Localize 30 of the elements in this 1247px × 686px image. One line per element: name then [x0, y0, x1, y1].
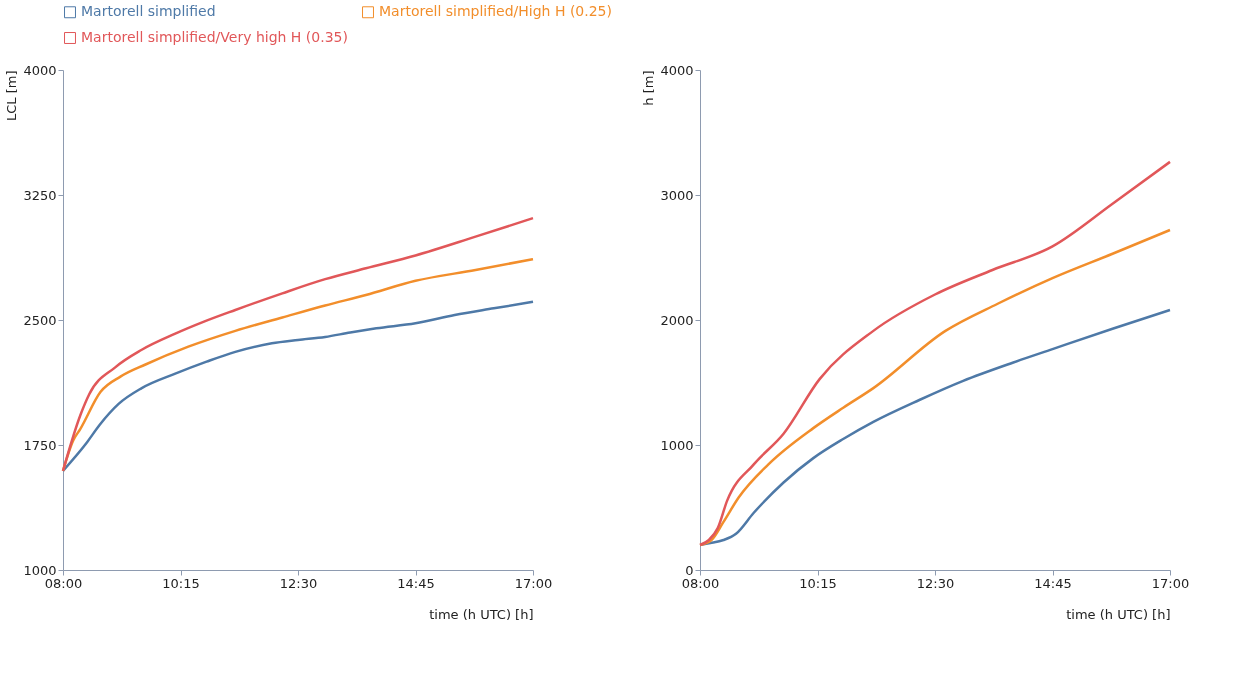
x-tick-label: 14:45	[1034, 575, 1072, 591]
line-series	[61, 300, 535, 473]
x-tick-label: 08:00	[44, 575, 83, 591]
x-tick-label: 17:00	[1151, 575, 1190, 591]
y-tick-label: 4000	[23, 62, 57, 78]
y-axis-title: h [m]	[641, 70, 657, 106]
x-tick-label: 14:45	[397, 575, 435, 591]
y-tick-label: 4000	[660, 62, 694, 78]
y-tick-label: 1000	[660, 437, 694, 453]
legend-label: Martorell simplified/Very high H (0.35)	[81, 29, 348, 45]
x-tick-label: 17:00	[514, 575, 553, 591]
y-tick-label: 0	[685, 562, 694, 578]
line-series	[698, 160, 1172, 547]
x-tick-label: 12:30	[916, 575, 955, 591]
y-axis-title: LCL [m]	[4, 70, 20, 122]
legend-label: Martorell simplified	[81, 3, 216, 20]
line-series	[61, 216, 535, 473]
y-tick-label: 3250	[23, 187, 57, 203]
y-tick-label: 1000	[23, 562, 57, 578]
x-tick-label: 08:00	[681, 575, 720, 591]
y-tick-label: 2000	[660, 312, 694, 328]
legend-label: Martorell simplified/High H (0.25)	[379, 3, 612, 20]
y-tick-label: 1750	[23, 437, 57, 453]
y-tick-label: 2500	[23, 312, 57, 328]
y-tick-label: 3000	[660, 187, 694, 203]
x-axis-title: time (h UTC) [h]	[1066, 606, 1171, 622]
x-tick-label: 12:30	[279, 575, 318, 591]
x-axis-title: time (h UTC) [h]	[429, 606, 534, 622]
x-tick-label: 10:15	[799, 575, 837, 591]
x-tick-label: 10:15	[162, 575, 200, 591]
